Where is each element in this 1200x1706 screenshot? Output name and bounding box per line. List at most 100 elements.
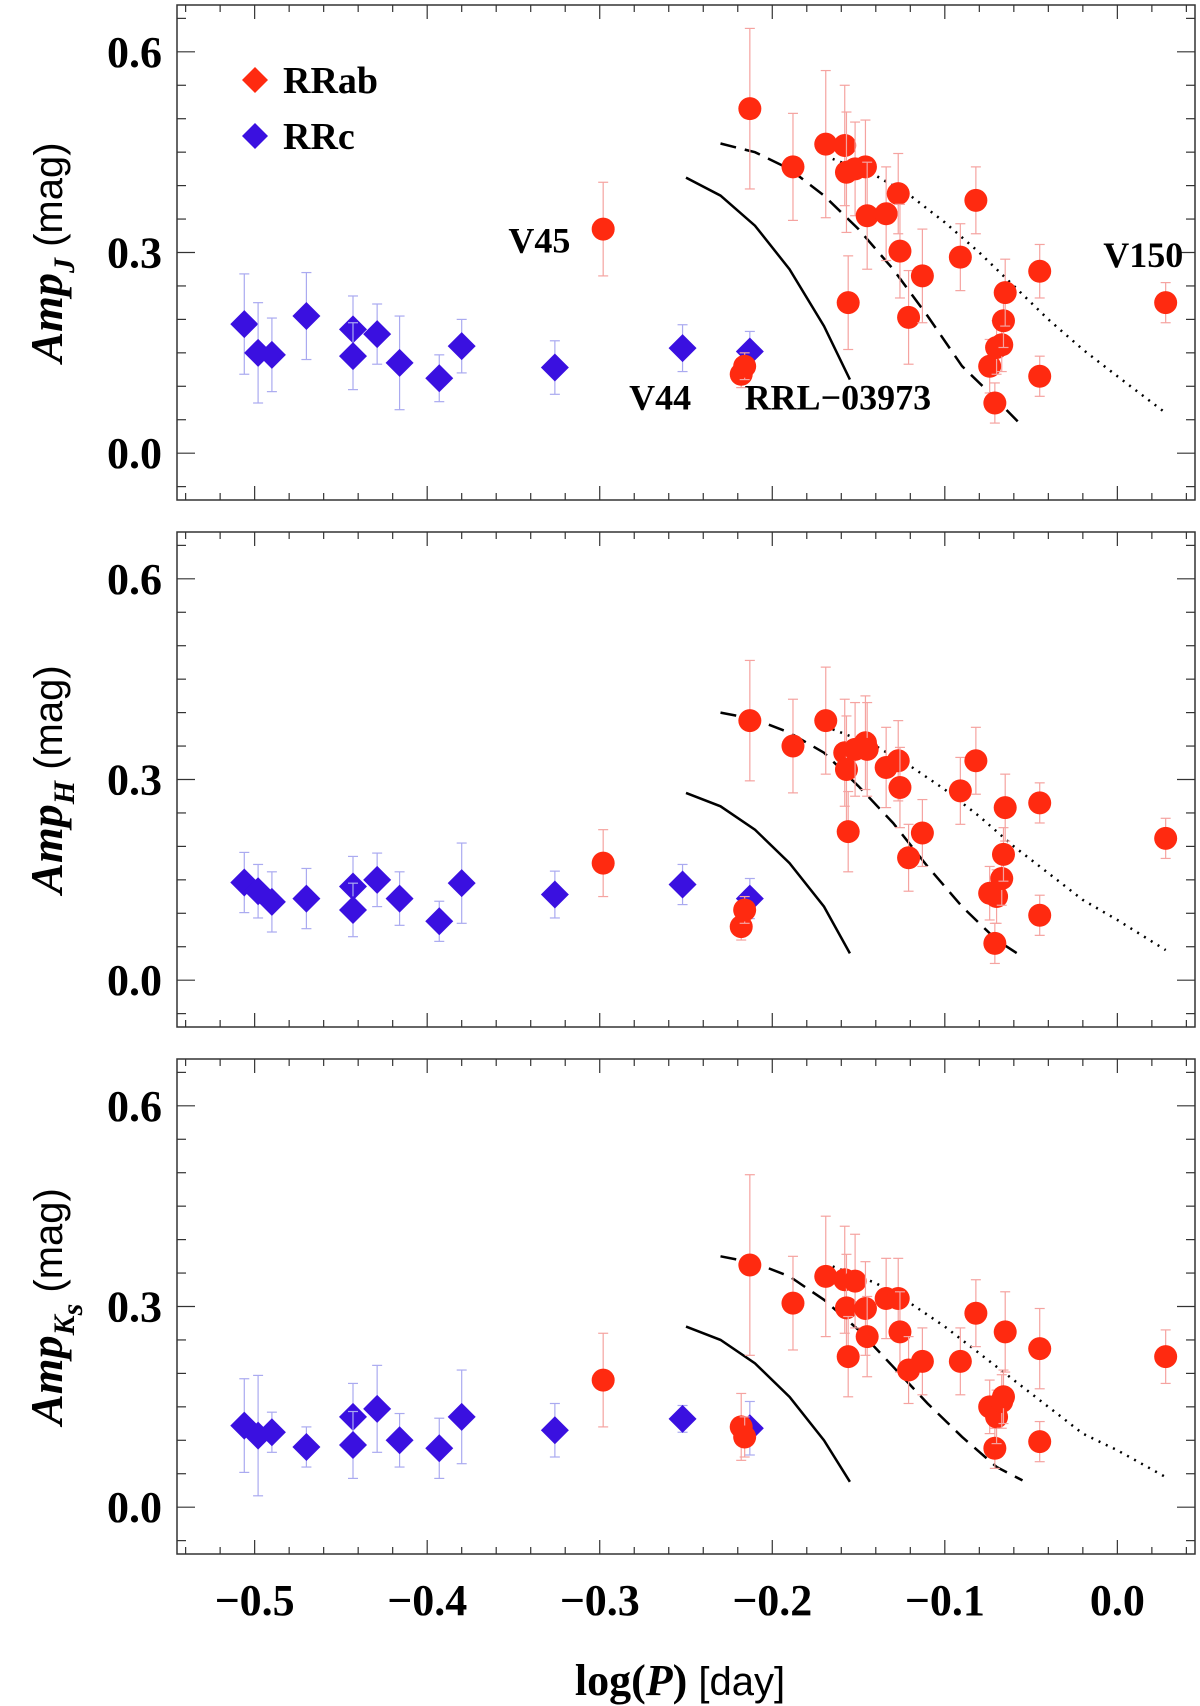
- y-axis-label-sub: H: [48, 779, 81, 805]
- y-tick-label: 0.0: [107, 429, 162, 478]
- rrab-point: [978, 354, 1002, 378]
- rrc-point: [425, 907, 454, 936]
- panel-Ks: 0.0 0.3 0.6 AmpKs (mag): [21, 1058, 1196, 1555]
- rrab-point: [834, 757, 858, 781]
- rrc-point: [292, 1432, 321, 1461]
- rrab-point: [886, 749, 910, 773]
- rrab-point: [591, 217, 615, 241]
- rrab-point: [733, 354, 757, 378]
- y-axis-label-unit: (mag): [27, 1188, 71, 1304]
- x-tick-label: −0.5: [215, 1576, 295, 1625]
- panel-J: 0.0 0.3 0.6 AmpJ (mag) V45 V44 RRL−03973 V150: [21, 4, 1196, 501]
- rrab-point: [983, 391, 1007, 415]
- x-tick-label: −0.4: [387, 1576, 467, 1625]
- rrc-point: [385, 884, 414, 913]
- y-axis-label-unit: (mag): [27, 142, 71, 258]
- relation-curve-solid: [685, 791, 851, 955]
- rrc-point: [338, 1430, 367, 1459]
- y-axis-label-main: Amp: [21, 273, 72, 365]
- panel-H: 0.0 0.3 0.6 AmpH (mag): [21, 531, 1196, 1028]
- y-tick-label: 0.6: [107, 28, 162, 77]
- rrc-point: [257, 340, 286, 369]
- rrab-point: [733, 1425, 757, 1449]
- rrab-point: [948, 1349, 972, 1373]
- rrab-point: [836, 820, 860, 844]
- relation-curve-dashed: [720, 711, 1024, 958]
- rrab-point: [888, 239, 912, 263]
- rrc-point: [292, 884, 321, 913]
- rrab-point: [910, 821, 934, 845]
- rrab-point: [1028, 903, 1052, 927]
- rrc-point: [447, 1402, 476, 1431]
- rrab-point: [855, 737, 879, 761]
- y-tick-label: 0.6: [107, 555, 162, 604]
- x-axis-label-prefix: log(: [575, 1656, 646, 1705]
- rrc-point: [363, 320, 392, 349]
- rrc-point: [338, 895, 367, 924]
- y-axis-label-J: AmpJ (mag): [21, 142, 81, 365]
- rrab-point: [874, 202, 898, 226]
- rrab-point: [1154, 826, 1178, 850]
- legend-marker-rrab: [242, 67, 268, 93]
- rrab-point: [897, 305, 921, 329]
- rrab-point: [888, 776, 912, 800]
- rrab-point: [964, 1301, 988, 1325]
- relation-curve-dashed: [720, 142, 1024, 428]
- rrab-point: [1028, 1337, 1052, 1361]
- rrc-point: [230, 868, 259, 897]
- rrab-point: [886, 1286, 910, 1310]
- rrab-point: [948, 779, 972, 803]
- rrab-point: [991, 842, 1015, 866]
- y-tick-label: 0.6: [107, 1082, 162, 1131]
- y-axis-label-sub: K: [48, 1313, 81, 1336]
- rrab-point: [591, 851, 615, 875]
- rrab-point: [1154, 291, 1178, 315]
- y-axis-label-unit: (mag): [27, 665, 71, 781]
- rrab-point: [738, 1253, 762, 1277]
- rrc-point: [257, 887, 286, 916]
- x-tick-label: −0.2: [732, 1576, 812, 1625]
- x-axis-label-var: P: [645, 1656, 674, 1705]
- rrab-point: [990, 333, 1014, 357]
- rrab-point: [993, 1320, 1017, 1344]
- rrc-point: [257, 1418, 286, 1447]
- rrab-point: [738, 709, 762, 733]
- rrc-point: [363, 865, 392, 894]
- rrab-point: [948, 245, 972, 269]
- rrab-point: [910, 264, 934, 288]
- rrc-point: [447, 869, 476, 898]
- rrab-point: [964, 749, 988, 773]
- rrc-point: [540, 1416, 569, 1445]
- rrab-point: [1028, 791, 1052, 815]
- rrab-point: [897, 846, 921, 870]
- legend-marker-rrc: [242, 123, 268, 149]
- rrab-point: [964, 188, 988, 212]
- x-axis-label: log(P) [day]: [575, 1656, 785, 1705]
- rrab-point: [836, 1345, 860, 1369]
- star-annotation: RRL−03973: [745, 378, 932, 418]
- relation-curve-solid: [685, 176, 852, 381]
- legend-label-rrab: RRab: [283, 60, 378, 102]
- relation-curve-solid: [685, 1325, 851, 1483]
- legend-label-rrc: RRc: [283, 116, 355, 158]
- star-annotation: V45: [508, 221, 570, 261]
- star-annotation: V150: [1103, 235, 1183, 275]
- rrab-point: [990, 867, 1014, 890]
- x-tick-label: 0.0: [1090, 1576, 1145, 1625]
- rrc-point: [338, 342, 367, 371]
- rrab-point: [814, 1264, 838, 1288]
- rrc-point: [363, 1394, 392, 1423]
- rrab-point: [814, 709, 838, 733]
- y-tick-label: 0.0: [107, 956, 162, 1005]
- rrab-point: [853, 155, 877, 179]
- rrab-point: [833, 133, 857, 157]
- rrc-point: [425, 1434, 454, 1463]
- x-axis-tick-labels: −0.5 −0.4 −0.3 −0.2 −0.1 0.0: [215, 1576, 1145, 1625]
- y-axis-label-sub: J: [48, 257, 81, 274]
- y-tick-label: 0.0: [107, 1483, 162, 1532]
- y-tick-label: 0.3: [107, 229, 162, 278]
- rrab-point: [738, 97, 762, 121]
- rrc-point: [292, 302, 321, 331]
